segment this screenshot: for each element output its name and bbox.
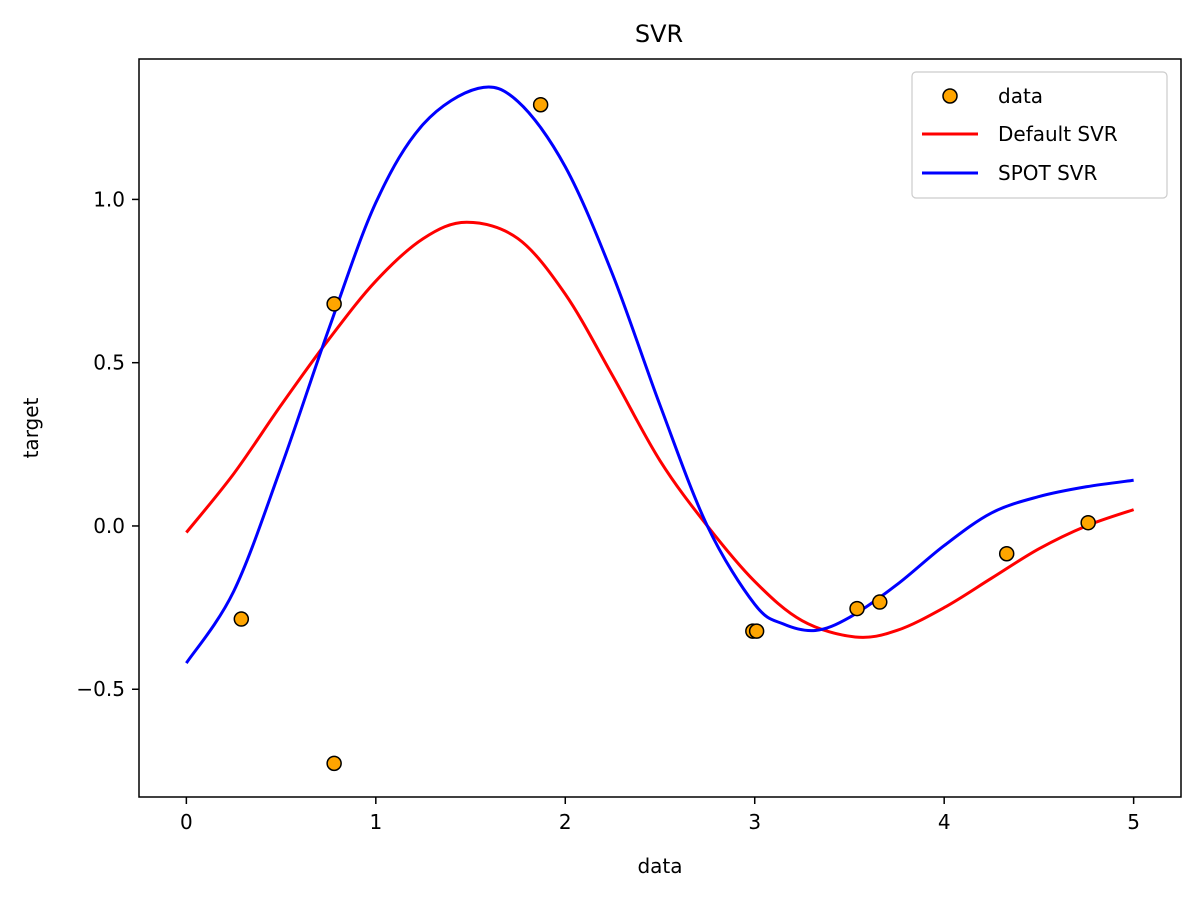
x-tick-label: 4 — [938, 810, 951, 834]
y-axis-ticks: −0.5 0.0 0.5 1.0 — [76, 187, 139, 701]
x-tick-label: 1 — [369, 810, 382, 834]
data-point — [532, 96, 549, 113]
y-tick-label: 1.0 — [93, 187, 125, 211]
data-point — [849, 600, 865, 617]
chart-title: SVR — [635, 20, 683, 48]
x-tick-label: 0 — [180, 810, 193, 834]
default-svr-line — [185, 220, 1135, 639]
x-axis-label: data — [637, 854, 682, 878]
y-tick-label: 0.0 — [93, 514, 125, 538]
x-axis-ticks: 0 1 2 3 4 5 — [180, 797, 1140, 834]
legend-label-spot-svr: SPOT SVR — [998, 161, 1097, 185]
legend-box — [911, 71, 1168, 199]
data-point — [872, 594, 888, 610]
data-point — [233, 611, 250, 627]
legend-data-marker — [942, 88, 958, 104]
scatter-points — [233, 96, 1096, 772]
legend: data Default SVR SPOT SVR — [911, 71, 1168, 199]
legend-label-default-svr: Default SVR — [998, 122, 1118, 146]
data-point — [1080, 514, 1096, 531]
data-point — [326, 755, 342, 772]
y-tick-label: −0.5 — [76, 677, 125, 701]
y-tick-label: 0.5 — [93, 351, 125, 375]
x-tick-label: 3 — [748, 810, 761, 834]
spot-svr-line — [185, 85, 1134, 664]
plot-frame — [138, 58, 1182, 798]
legend-label-data: data — [998, 84, 1043, 108]
data-point — [326, 296, 342, 312]
x-tick-label: 5 — [1127, 810, 1140, 834]
y-axis-label: target — [19, 397, 43, 458]
x-tick-label: 2 — [559, 810, 572, 834]
data-point — [998, 545, 1015, 562]
series-lines — [185, 85, 1135, 664]
data-point — [748, 623, 765, 639]
